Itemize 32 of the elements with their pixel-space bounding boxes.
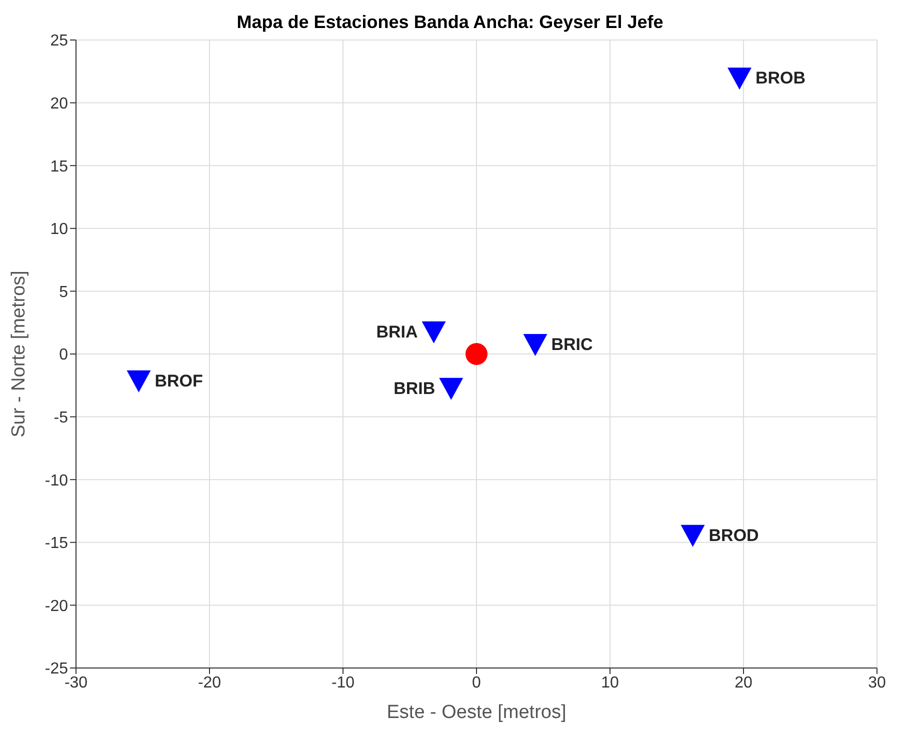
y-axis-title: Sur - Norte [metros] xyxy=(8,270,30,438)
point xyxy=(466,343,488,365)
y-tick-label: 0 xyxy=(59,346,68,364)
y-tick-label: -20 xyxy=(44,598,68,615)
x-tick-label: -20 xyxy=(198,674,222,692)
y-tick-label: 25 xyxy=(50,32,68,50)
annotation: BRIB xyxy=(394,378,436,398)
point xyxy=(680,524,705,547)
y-tick-label: 10 xyxy=(50,221,68,238)
y-tick-label: 5 xyxy=(59,284,68,301)
annotation: BROF xyxy=(154,371,203,390)
y-tick-label: 20 xyxy=(50,95,68,112)
point xyxy=(727,68,752,90)
y-tick-label: -10 xyxy=(44,472,68,490)
annotation: BROB xyxy=(755,68,806,88)
point xyxy=(439,378,464,400)
y-tick-label: -5 xyxy=(54,409,68,426)
x-tick-label: 20 xyxy=(734,674,752,692)
y-tick-label: 15 xyxy=(50,158,68,176)
x-tick-label: 10 xyxy=(601,674,619,692)
x-tick-label: 30 xyxy=(868,674,886,692)
chart-title: Mapa de Estaciones Banda Ancha: Geyser El Jefe xyxy=(236,12,664,33)
point xyxy=(523,334,548,356)
x-tick-label: 0 xyxy=(472,674,482,692)
annotation: BROD xyxy=(708,526,759,545)
x-tick-label: -10 xyxy=(331,674,355,692)
point xyxy=(126,370,151,392)
y-tick-label: -15 xyxy=(44,535,68,552)
annotation: BRIC xyxy=(551,334,593,354)
x-axis-title: Este - Oeste [metros] xyxy=(386,702,566,723)
annotation: BRIA xyxy=(376,322,418,342)
point xyxy=(422,321,446,344)
